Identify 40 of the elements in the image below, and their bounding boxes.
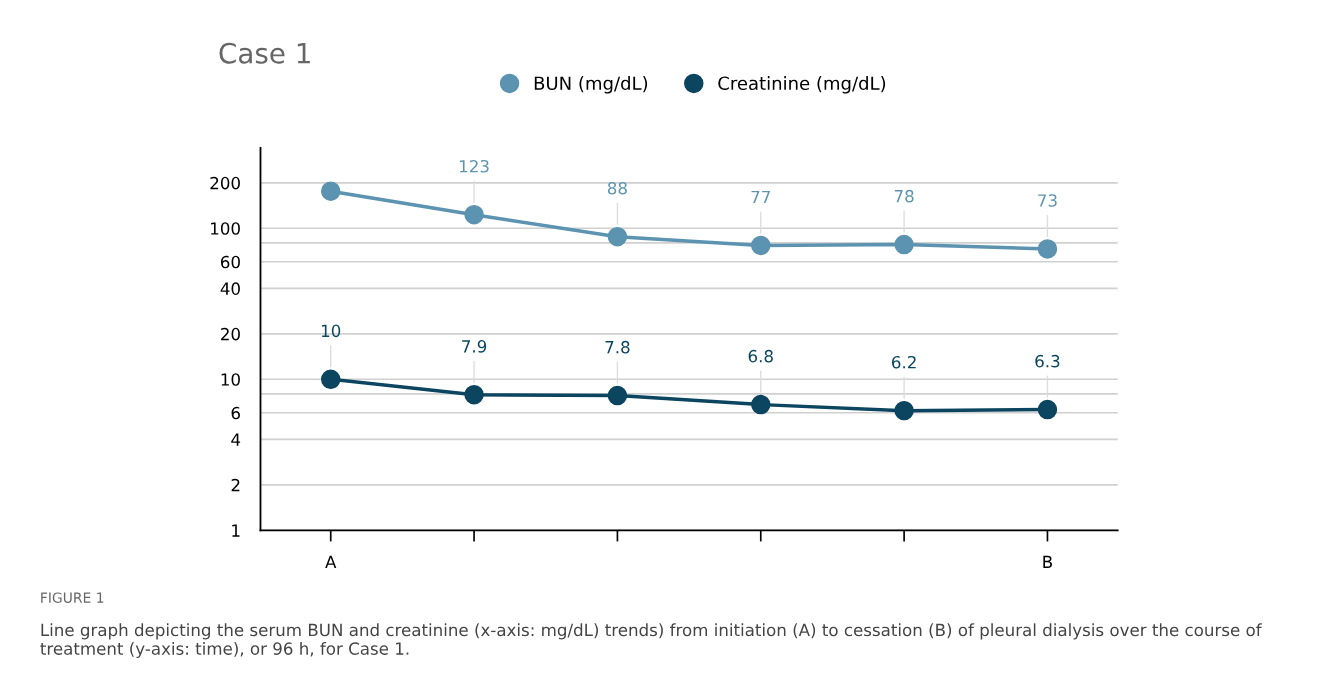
y-tick-label: 40	[220, 282, 240, 295]
point	[607, 226, 628, 247]
y-tick-label: 2	[231, 478, 240, 492]
data-label: 78	[894, 189, 914, 203]
data-label: 10	[321, 324, 341, 338]
y-tick-label: 6	[231, 406, 240, 420]
data-label: 123	[459, 159, 489, 173]
data-label: 7.8	[605, 340, 630, 354]
legend-label: Creatinine (mg/dL)	[718, 76, 886, 94]
point	[1037, 239, 1058, 259]
y-tick-label: 10	[221, 373, 240, 386]
legend-label: BUN (mg/dL)	[534, 76, 648, 94]
data-label: 88	[607, 181, 627, 195]
point	[894, 234, 914, 255]
point	[1037, 399, 1058, 420]
point	[751, 394, 771, 415]
y-tick-label: 4	[231, 433, 241, 446]
text: Line graph depicting the serum BUN and creatinine (x-axis: mg/dL) trends) from initiation (A) to cessation (B) of pleural dialysis over the course of treatment (y-axis: time), or 96 h, for Case 1.	[40, 623, 1262, 659]
point	[464, 204, 484, 225]
data-label: 77	[751, 190, 770, 204]
y-tick-label: 200	[210, 176, 240, 190]
point	[751, 235, 771, 256]
caption: FIGURE 1	[41, 592, 104, 603]
y-tick-label: 60	[221, 255, 240, 269]
data-label: 73	[1038, 194, 1057, 207]
point	[321, 369, 341, 390]
data-label: 6.8	[748, 349, 773, 363]
point	[607, 385, 628, 406]
y-tick-label: 100	[211, 222, 240, 235]
y-tick-label: 1	[232, 524, 240, 537]
chart-title: Case 1	[219, 42, 310, 64]
point	[894, 400, 914, 421]
data-label: 6.3	[1035, 354, 1060, 368]
y-tick-label: 20	[221, 327, 240, 341]
data-label: 6.2	[892, 355, 916, 369]
point	[464, 385, 484, 405]
point	[321, 181, 341, 201]
x-tick-label: B	[1043, 555, 1052, 568]
data-label: 7.9	[462, 340, 487, 353]
x-tick-label: A	[325, 555, 337, 568]
